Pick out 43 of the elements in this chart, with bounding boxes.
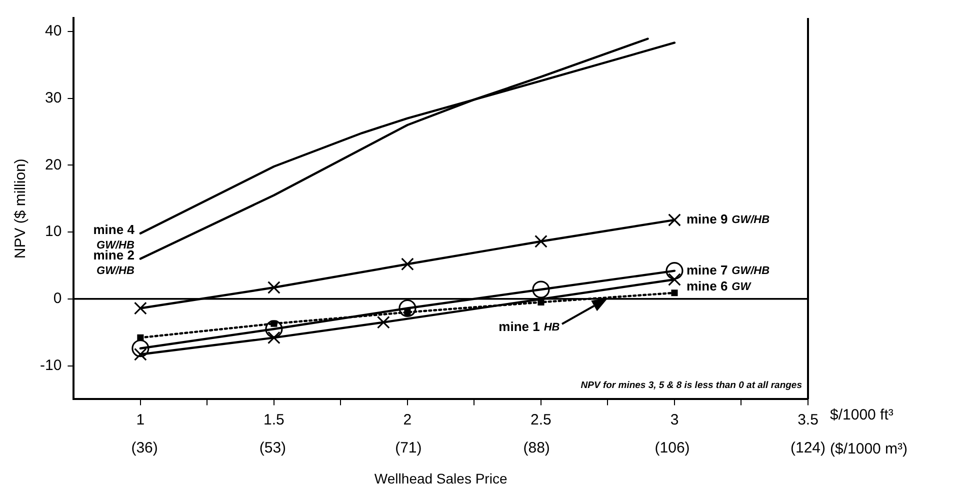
point	[401, 258, 414, 271]
series-label: mine 7 GW/HB	[686, 262, 770, 278]
point	[671, 290, 678, 296]
series-label: mine 9 GW/HB	[686, 212, 770, 227]
point	[134, 302, 147, 315]
point	[668, 273, 681, 286]
x-tick-label: 2.5	[530, 411, 552, 428]
point	[267, 281, 280, 294]
series-label: mine 6 GW	[686, 278, 752, 294]
point	[267, 331, 280, 344]
y-tick-label: 0	[53, 290, 62, 308]
y-axis-title: NPV ($ million)	[12, 158, 30, 259]
x-tick-label: 3	[670, 411, 679, 428]
point	[404, 308, 411, 316]
annotation: NPV for mines 3, 5 & 8 is less than 0 at all ranges	[580, 380, 802, 391]
x2-tick-label: (71)	[395, 439, 422, 456]
point	[534, 234, 548, 248]
point	[532, 280, 550, 298]
point	[376, 316, 390, 329]
y-tick-label: 10	[44, 223, 62, 240]
x2-tick-label: (106)	[654, 439, 690, 456]
x-tick-label: 2	[403, 411, 412, 428]
x-tick-label: 1.5	[264, 411, 284, 428]
text: ($/1000 m³)	[830, 440, 908, 458]
point	[265, 320, 283, 338]
y-tick-label: 40	[44, 22, 62, 40]
point	[132, 340, 150, 358]
y-tick-label: -10	[40, 356, 62, 374]
y-tick-label: 30	[44, 89, 62, 106]
x2-tick-label: (53)	[259, 439, 286, 456]
x-tick-label: 3.5	[798, 411, 818, 428]
point	[668, 214, 681, 226]
x2-tick-label: (36)	[131, 439, 158, 456]
series-label: mine 4 GW/HB	[93, 222, 136, 252]
point	[666, 262, 684, 280]
x-tick-label: 1	[136, 411, 145, 428]
text: $/1000 ft³	[830, 406, 894, 424]
x-axis-title: Wellhead Sales Price	[374, 470, 508, 486]
x2-tick-label: (88)	[523, 439, 550, 456]
y-tick-label: 20	[44, 156, 62, 174]
annotation: mine 1 HB	[498, 319, 560, 334]
point	[398, 299, 416, 318]
x2-tick-label: (124)	[790, 439, 826, 456]
